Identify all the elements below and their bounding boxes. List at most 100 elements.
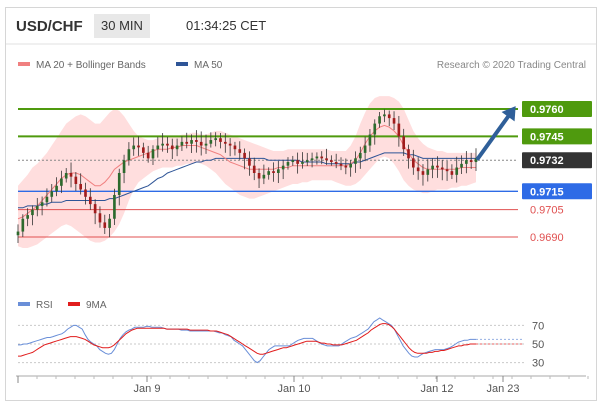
chart-frame: USD/CHF 30 MIN 01:34:25 CET MA 20 + Boll… [5,7,597,401]
candle-body [474,158,478,163]
candle-body [228,143,232,146]
candle-body [363,145,367,153]
candle-body [79,183,82,190]
candle-body [199,141,203,146]
level-label-0.9745: 0.9745 [530,131,564,143]
legend-bottom: RSI 9MA [18,300,107,311]
candle-body [137,145,140,148]
timeframe-selector[interactable]: 30 MIN [94,14,150,38]
candle-body [407,149,410,159]
candle-body [50,191,54,197]
candle-body [378,116,381,124]
candle-body [440,167,444,170]
chart-header: USD/CHF 30 MIN 01:34:25 CET [6,8,596,44]
candle-body [31,209,34,216]
level-label-0.9715: 0.9715 [530,186,564,198]
candle-body [223,141,227,144]
candle-body [243,152,246,159]
candle-body [93,204,97,214]
ma20-line [17,124,476,220]
candle-body [60,178,63,186]
candle-body [103,222,107,228]
candle-body [349,163,352,168]
x-axis: Jan 9 Jan 10 Jan 12 Jan 23 [16,375,589,395]
candle-body [368,134,372,146]
candle-body [64,173,68,179]
candle-body [248,158,251,166]
candle-body [238,149,242,153]
candle-body [296,160,299,164]
candle-body [339,163,343,166]
candle-body [127,149,131,161]
forecast-arrow-shaft [476,110,513,161]
candle-body [204,143,208,146]
candle-body [450,171,454,175]
candle-body [397,123,401,137]
level-tag-0.9732 [522,152,592,169]
candle-body [305,160,309,163]
candle-body [281,165,285,170]
candle-body [21,218,25,232]
candle-body [320,156,324,159]
candle-body [142,147,145,153]
candle-body [383,114,386,117]
candle-body [161,143,164,146]
candle-body [277,169,280,173]
candle-body [373,123,377,135]
candle-body [330,160,333,163]
legend-swatch-ma20 [18,62,30,66]
x-axis-label-jan-10: Jan 10 [277,383,310,395]
candle-body [214,138,217,141]
candle-body [334,162,338,164]
candle-body [84,189,87,197]
candle-body [132,145,136,150]
rsi-panel: 30 50 70 [18,317,544,370]
ma50-line [18,152,476,209]
candle-body [146,152,150,159]
credit-text: Research © 2020 Trading Central [437,60,586,71]
candle-body [426,169,430,175]
candle-body [421,171,425,175]
level-label-0.9705: 0.9705 [530,205,564,217]
candle-body [113,194,116,219]
level-tag-0.9715 [522,183,592,200]
candle-body [209,140,213,144]
candle-body [156,145,160,150]
candle-body [267,171,271,175]
candle-body [455,167,459,175]
candle-body [170,145,174,150]
rsi-series-9ma [18,323,476,357]
candle-body [325,158,328,161]
candle-body [469,160,473,163]
candle-body [257,173,261,179]
candle-body [151,149,155,159]
symbol-label: USD/CHF [16,18,83,35]
candle-body [69,173,73,177]
candle-body [74,176,78,184]
candle-body [233,145,237,150]
candle-body [402,136,406,150]
rsi-tick-label-50: 50 [532,339,544,351]
bollinger-band [18,96,476,248]
candle-body [358,152,362,159]
chart-canvas: MA 20 + Bollinger Bands MA 50 Research ©… [6,43,596,395]
candle-body [431,165,434,170]
candle-body [344,165,348,168]
x-axis-label-jan-12: Jan 12 [420,383,453,395]
price-panel: 0.9760 0.9745 0.9732 0.9715 0.9705 0.9690 [16,96,592,248]
candle-body [175,145,179,150]
x-axis-label-jan-9: Jan 9 [134,383,161,395]
level-tag-0.9745 [522,128,592,145]
candle-body [416,167,420,172]
candle-body [219,138,222,142]
legend-swatch-9ma [68,302,80,306]
candle-body [272,171,275,173]
candle-body [122,160,126,173]
rsi-series-rsi [18,317,476,364]
candle-body [98,213,102,223]
candle-body [412,158,415,168]
candle-body [445,169,449,172]
candle-body [26,215,29,219]
legend-top: MA 20 + Bollinger Bands MA 50 [18,60,223,71]
legend-label-ma20: MA 20 + Bollinger Bands [36,60,146,71]
